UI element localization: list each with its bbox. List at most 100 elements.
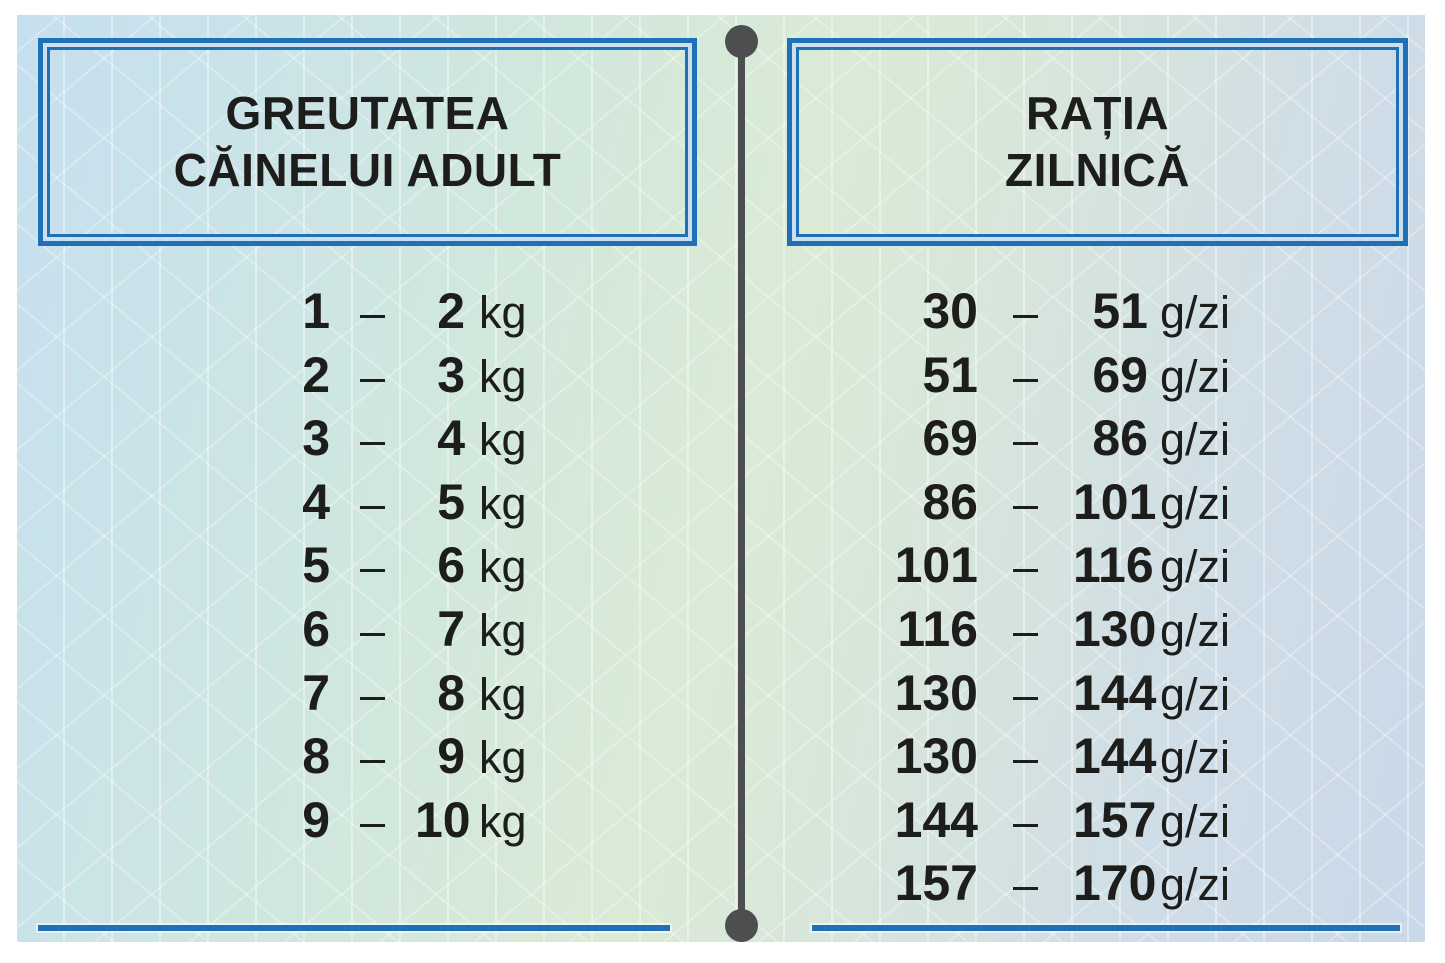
range-row: 130 – 144 g/zi <box>858 662 1290 726</box>
range-row: 3 – 4 kg <box>240 407 589 471</box>
range-from: 116 <box>897 600 978 657</box>
range-from: 2 <box>302 346 330 403</box>
range-unit: g/zi <box>1160 795 1231 847</box>
range-row: 69 – 86 g/zi <box>858 407 1290 471</box>
range-row: 8 – 9 kg <box>240 725 589 789</box>
range-from: 101 <box>894 537 978 594</box>
range-dash: – <box>359 668 386 720</box>
ration-title-line1: RAȚIA <box>1025 87 1170 139</box>
range-unit: g/zi <box>1160 350 1231 402</box>
range-dash: – <box>1012 414 1039 466</box>
range-to: 8 <box>437 664 465 721</box>
range-dash: – <box>359 350 386 402</box>
weight-header-title: GREUTATEA CĂINELUI ADULT <box>174 85 562 199</box>
range-unit: g/zi <box>1160 859 1231 911</box>
range-dash: – <box>1012 604 1039 656</box>
range-from: 1 <box>302 283 330 339</box>
range-row: 7 – 8 kg <box>240 662 589 726</box>
range-row: 130 – 144 g/zi <box>858 725 1290 789</box>
range-to: 7 <box>437 600 465 657</box>
range-dash: – <box>359 541 386 593</box>
range-dash: – <box>1012 859 1039 911</box>
range-row: 6 – 7 kg <box>240 598 589 662</box>
range-unit: kg <box>479 350 527 402</box>
weight-rows: 1 – 2 kg 2 – 3 kg 3 – 4 kg 4 – 5 kg 5 – … <box>240 280 589 852</box>
feeding-table-canvas: GREUTATEA CĂINELUI ADULT 1 – 2 kg 2 – 3 … <box>17 15 1425 942</box>
divider-line <box>738 41 745 926</box>
range-dash: – <box>359 477 386 529</box>
range-from: 51 <box>922 346 978 403</box>
range-to: 9 <box>437 728 465 785</box>
range-from: 157 <box>894 855 978 912</box>
range-unit: kg <box>479 414 527 466</box>
range-from: 30 <box>922 283 978 339</box>
range-to: 10 <box>415 791 471 848</box>
range-row: 157 – 170 g/zi <box>858 852 1290 916</box>
range-to: 4 <box>437 410 465 467</box>
range-to: 130 <box>1073 600 1157 657</box>
range-row: 4 – 5 kg <box>240 471 589 535</box>
range-dash: – <box>359 795 386 847</box>
range-to: 5 <box>437 473 465 530</box>
range-row: 5 – 6 kg <box>240 534 589 598</box>
range-to: 116 <box>1073 537 1154 594</box>
range-dash: – <box>359 732 386 784</box>
range-unit: g/zi <box>1160 541 1231 593</box>
range-dash: – <box>1012 668 1039 720</box>
range-unit: kg <box>479 604 527 656</box>
range-dash: – <box>359 414 386 466</box>
range-row: 1 – 2 kg <box>240 280 589 344</box>
range-row: 101 – 116 g/zi <box>858 534 1290 598</box>
range-from: 9 <box>302 791 330 848</box>
range-unit: g/zi <box>1160 287 1231 338</box>
range-dash: – <box>359 287 386 338</box>
range-dash: – <box>1012 795 1039 847</box>
range-to: 3 <box>437 346 465 403</box>
range-from: 130 <box>894 728 978 785</box>
range-row: 86 – 101 g/zi <box>858 471 1290 535</box>
range-from: 8 <box>302 728 330 785</box>
range-unit: g/zi <box>1160 732 1231 784</box>
range-from: 5 <box>302 537 330 594</box>
divider-dot-top-icon <box>725 25 758 58</box>
range-dash: – <box>1012 541 1039 593</box>
range-dash: – <box>359 604 386 656</box>
range-from: 6 <box>302 600 330 657</box>
range-from: 4 <box>302 473 330 530</box>
range-to: 144 <box>1073 664 1157 721</box>
range-unit: kg <box>479 668 527 720</box>
range-from: 144 <box>894 791 978 848</box>
range-from: 7 <box>302 664 330 721</box>
range-row: 116 – 130 g/zi <box>858 598 1290 662</box>
weight-title-line1: GREUTATEA <box>225 87 510 139</box>
range-unit: kg <box>479 477 527 529</box>
range-to: 51 <box>1092 283 1148 339</box>
range-unit: kg <box>479 287 527 338</box>
ration-title-line2: ZILNICĂ <box>1005 144 1190 196</box>
range-to: 157 <box>1073 791 1157 848</box>
range-unit: g/zi <box>1160 414 1231 466</box>
ration-rows: 30 – 51 g/zi 51 – 69 g/zi 69 – 86 g/zi 8… <box>858 280 1290 916</box>
range-to: 86 <box>1092 410 1148 467</box>
range-to: 101 <box>1073 473 1157 530</box>
range-from: 86 <box>922 473 978 530</box>
range-dash: – <box>1012 350 1039 402</box>
range-unit: g/zi <box>1160 604 1231 656</box>
range-from: 130 <box>894 664 978 721</box>
weight-title-line2: CĂINELUI ADULT <box>173 144 562 196</box>
range-to: 6 <box>437 537 465 594</box>
ration-column: RAȚIA ZILNICĂ 30 – 51 g/zi 51 – 69 g/zi … <box>17 15 1425 942</box>
ration-bottom-rule <box>812 925 1400 931</box>
range-from: 3 <box>302 410 330 467</box>
range-row: 51 – 69 g/zi <box>858 344 1290 408</box>
range-from: 69 <box>922 410 978 467</box>
range-to: 144 <box>1073 728 1157 785</box>
range-dash: – <box>1012 732 1039 784</box>
range-to: 69 <box>1092 346 1148 403</box>
range-row: 144 – 157 g/zi <box>858 789 1290 853</box>
range-unit: g/zi <box>1160 668 1231 720</box>
range-dash: – <box>1012 287 1039 338</box>
range-unit: kg <box>479 541 527 593</box>
divider-dot-bottom-icon <box>725 909 758 942</box>
